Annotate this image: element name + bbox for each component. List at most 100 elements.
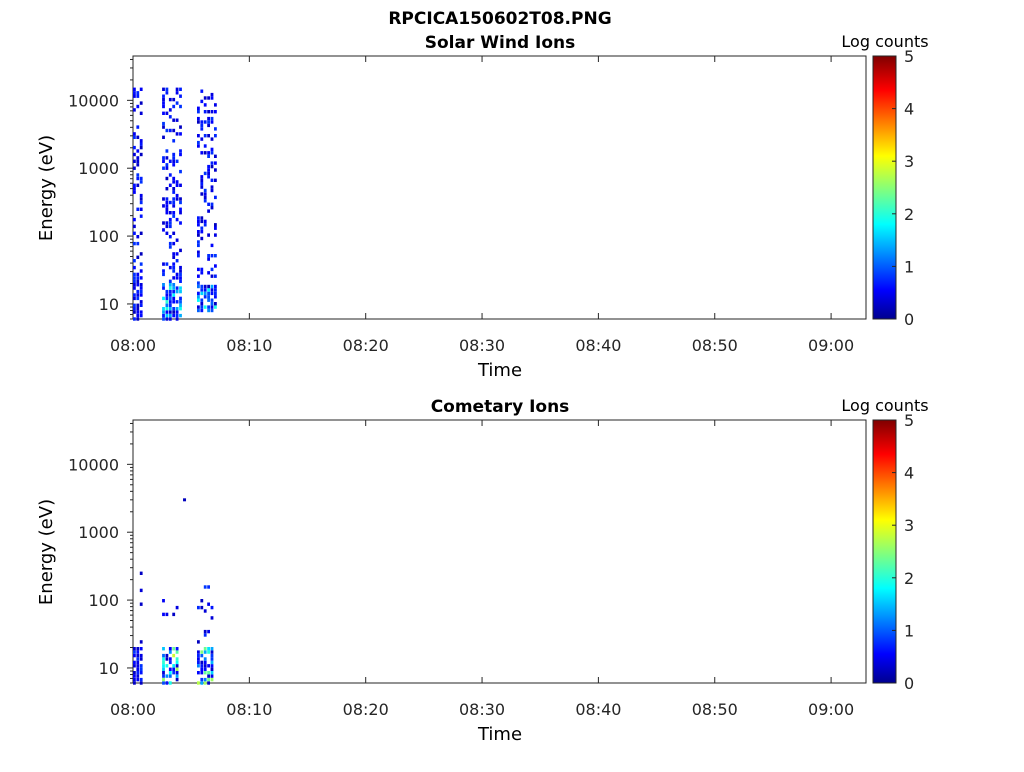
data-cell [139, 262, 143, 266]
data-cell [175, 159, 179, 163]
data-cell [210, 302, 214, 306]
data-cell [139, 145, 143, 150]
data-cell [179, 272, 182, 277]
x-tick-label: 08:40 [575, 700, 621, 719]
data-cell [179, 289, 182, 294]
data-cell [179, 207, 182, 211]
data-cell [139, 111, 143, 115]
data-cell [197, 298, 200, 302]
data-cell [136, 279, 140, 283]
data-cell [162, 125, 165, 129]
data-cell [133, 108, 136, 112]
data-cell [210, 151, 214, 155]
data-cell [136, 176, 140, 181]
data-cell [179, 265, 182, 270]
data-cell [133, 296, 136, 301]
data-cell [165, 664, 169, 668]
data-cell [172, 159, 176, 163]
data-cell [207, 254, 210, 258]
data-layer [133, 498, 214, 685]
data-cell [200, 151, 204, 155]
data-cell [172, 152, 176, 157]
data-cell [162, 197, 165, 201]
data-cell [165, 204, 169, 208]
data-cell [136, 653, 140, 658]
data-cell [210, 274, 214, 278]
data-cell [207, 284, 210, 289]
data-cell [210, 647, 214, 651]
data-cell [162, 104, 165, 109]
data-cell [139, 252, 143, 256]
data-cell [139, 231, 143, 235]
data-cell [175, 289, 179, 294]
data-cell [139, 283, 143, 287]
data-cell [175, 118, 179, 122]
plot-frame [132, 55, 867, 320]
data-cell [168, 313, 172, 318]
data-cell [172, 214, 176, 218]
y-tick-label: 1000 [78, 523, 119, 542]
panel-title: Cometary Ions [431, 397, 570, 417]
data-cell [172, 163, 176, 167]
data-cell [175, 91, 179, 95]
data-cell [133, 286, 136, 290]
y-tick-label: 1000 [78, 159, 119, 178]
data-cell [165, 296, 169, 301]
data-cell [210, 161, 214, 165]
x-tick-label: 08:30 [459, 700, 505, 719]
data-cell [168, 108, 172, 112]
data-cell [200, 267, 204, 272]
data-cell [172, 296, 176, 301]
x-tick-label: 08:10 [226, 336, 272, 355]
data-cell [139, 657, 143, 661]
data-cell [200, 192, 204, 196]
data-cell [210, 677, 214, 682]
data-cell [172, 283, 176, 287]
data-cell [200, 216, 204, 220]
data-cell [200, 284, 204, 289]
data-cell [207, 681, 210, 685]
x-tick-label: 08:10 [226, 700, 272, 719]
data-cell [136, 159, 140, 163]
data-cell [168, 265, 172, 270]
data-cell [203, 134, 207, 138]
data-cell [172, 190, 176, 194]
data-cell [175, 671, 179, 675]
data-cell [203, 650, 207, 654]
colorbar-tick-label: 1 [904, 621, 914, 640]
data-cell [165, 163, 169, 167]
data-cell [203, 199, 207, 203]
data-cell [197, 640, 200, 644]
data-cell [197, 144, 200, 148]
data-cell [172, 276, 176, 280]
data-cell [136, 272, 140, 277]
y-axis-label: Energy (eV) [36, 135, 57, 241]
data-cell [207, 308, 210, 313]
colorbar: 0 1 2 3 4 5 [872, 411, 914, 693]
data-cell [197, 274, 200, 278]
data-cell [172, 300, 176, 304]
data-cell [165, 166, 169, 170]
data-cell [162, 317, 165, 321]
data-cell [136, 235, 140, 239]
data-cell [139, 571, 143, 575]
data-cell [200, 182, 204, 186]
data-cell [207, 671, 210, 675]
data-cell [200, 664, 204, 668]
data-cell [136, 671, 140, 675]
data-cell [136, 667, 140, 671]
data-cell [165, 674, 169, 678]
data-cell [207, 647, 210, 651]
data-cell [133, 283, 136, 287]
data-cell [200, 605, 204, 610]
data-cell [172, 647, 176, 651]
data-cell [133, 259, 136, 263]
data-cell [200, 89, 204, 93]
data-cell [214, 291, 217, 296]
data-cell [179, 248, 182, 253]
data-cell [179, 169, 182, 174]
data-cell [168, 235, 172, 239]
data-cell [197, 308, 200, 313]
data-cell [214, 154, 217, 158]
data-cell [133, 664, 136, 668]
